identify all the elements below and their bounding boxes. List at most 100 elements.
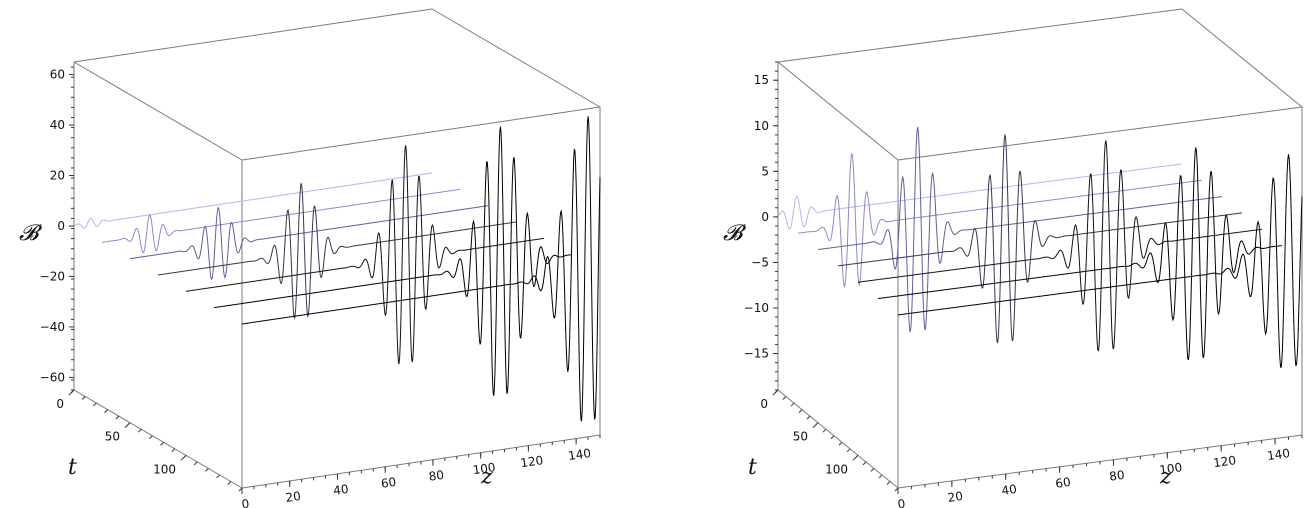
z-axis: 0 20 40 60 80 100 120 140 z (897, 435, 1303, 508)
t-axis-minor-tick (193, 461, 198, 466)
z-axis-tick-label: 20 (285, 489, 302, 505)
b-axis-tick-label: −60 (40, 370, 65, 384)
box-edge (73, 8, 433, 63)
t-axis-minor-tick (126, 422, 131, 427)
box-edge (777, 389, 899, 489)
z-axis-tick-label: 40 (1001, 482, 1018, 498)
t-axis-label: t (748, 455, 757, 480)
t-axis-minor-tick (227, 481, 232, 485)
z-axis-label: z (1159, 465, 1172, 490)
z-axis: 0 20 40 60 80 100 120 140 z (241, 435, 601, 508)
t-axis-minor-tick (806, 415, 811, 420)
t-axis: 0 50 100 t (56, 389, 243, 492)
series-line-t125 (213, 126, 572, 396)
series-line-t25 (797, 153, 1203, 289)
b-axis-tick-label: −40 (40, 320, 65, 334)
t-axis-minor-tick (838, 441, 843, 446)
t-axis-minor-tick (93, 402, 97, 407)
b-axis: −60 −40 −20 0 20 40 60 𝓑 (19, 66, 74, 391)
series-group (73, 116, 601, 422)
t-axis-minor-tick (171, 448, 176, 453)
z-axis-tick-label: 120 (520, 453, 545, 470)
b-axis: −15 −10 −5 0 5 10 15 𝓑 (723, 61, 778, 391)
b-axis-tick-label: 60 (50, 68, 65, 82)
z-axis-label: z (480, 465, 493, 490)
t-axis-minor-tick (878, 474, 883, 479)
z-axis-tick-label: 40 (332, 482, 349, 498)
z-axis-tick-label: 0 (897, 497, 907, 508)
t-axis-minor-tick (205, 468, 209, 472)
t-axis-tick-label: 100 (153, 462, 176, 476)
series-line-t50 (129, 205, 489, 281)
series-line-t100 (857, 140, 1263, 352)
b-axis-tick-label: −5 (751, 255, 769, 269)
z-axis-tick-label: 120 (1212, 453, 1237, 470)
box-edge (777, 61, 899, 161)
b-axis-label: 𝓑 (723, 221, 747, 246)
t-axis-tick-label: 0 (760, 397, 768, 411)
t-axis-minor-tick (830, 435, 835, 440)
b-axis-label: 𝓑 (19, 221, 43, 246)
z-axis-tick-label: 60 (380, 475, 397, 491)
t-axis-label: t (68, 455, 77, 480)
b-axis-tick-label: 5 (761, 164, 769, 178)
b-axis-tick-label: −10 (744, 301, 769, 315)
z-axis-tick-label: 100 (472, 460, 497, 477)
series-line-t150 (241, 116, 601, 422)
t-axis-minor-tick (115, 415, 120, 420)
b-axis-tick-label: −20 (40, 269, 65, 283)
b-axis-tick-label: 10 (754, 119, 769, 133)
t-axis-minor-tick (854, 454, 859, 459)
box-edge (1181, 8, 1303, 108)
box-edge (431, 8, 601, 108)
t-axis-tick-label: 100 (825, 462, 848, 476)
t-axis-minor-tick (81, 396, 86, 400)
t-axis-minor-tick (104, 409, 108, 413)
t-axis-minor-tick (137, 428, 142, 433)
b-axis-tick-label: 40 (50, 118, 65, 132)
b-axis-tick-label: 0 (761, 210, 769, 224)
series-line-t0 (73, 172, 433, 229)
series-line-t25 (101, 188, 461, 254)
z-axis-tick-label: 60 (1055, 475, 1072, 491)
t-axis-minor-tick (798, 409, 803, 413)
t-axis-minor-tick (846, 448, 851, 453)
t-axis-minor-tick (822, 428, 827, 433)
t-axis-minor-tick (870, 468, 875, 472)
t-axis-minor-tick (70, 389, 75, 394)
box-edge (777, 8, 1183, 63)
z-axis-tick-label: 80 (428, 468, 445, 484)
box-edge (241, 106, 601, 161)
b-axis-tick-label: 15 (754, 73, 769, 87)
series-line-t75 (157, 183, 517, 320)
box-frame (73, 8, 601, 489)
box-edge (73, 61, 243, 161)
t-axis-minor-tick (886, 481, 891, 485)
b-axis-tick-label: 20 (50, 169, 65, 183)
t-axis-minor-tick (774, 389, 779, 394)
t-axis-minor-tick (782, 396, 787, 400)
z-axis-tick-label: 80 (1108, 468, 1125, 484)
z-axis-tick-label: 140 (567, 446, 592, 463)
z-axis-tick-label: 140 (1266, 446, 1291, 463)
t-axis-minor-tick (862, 461, 867, 466)
series-line-t50 (817, 127, 1222, 333)
z-axis-tick-label: 0 (241, 497, 251, 508)
series-group (777, 127, 1303, 368)
box-edge (73, 389, 243, 489)
box-edge (897, 106, 1303, 161)
t-axis-tick-label: 50 (793, 430, 808, 444)
t-axis-minor-tick (216, 474, 220, 479)
t-axis-minor-tick (814, 422, 819, 427)
b-axis-tick-label: −15 (744, 347, 769, 361)
z-axis-tick-label: 20 (947, 489, 964, 505)
t-axis: 0 50 100 t (748, 389, 899, 492)
t-axis-tick-label: 0 (56, 397, 64, 411)
series-line-t125 (877, 147, 1283, 360)
t-axis-minor-tick (182, 454, 187, 459)
series-line-t0 (777, 163, 1183, 230)
t-axis-minor-tick (160, 441, 164, 446)
